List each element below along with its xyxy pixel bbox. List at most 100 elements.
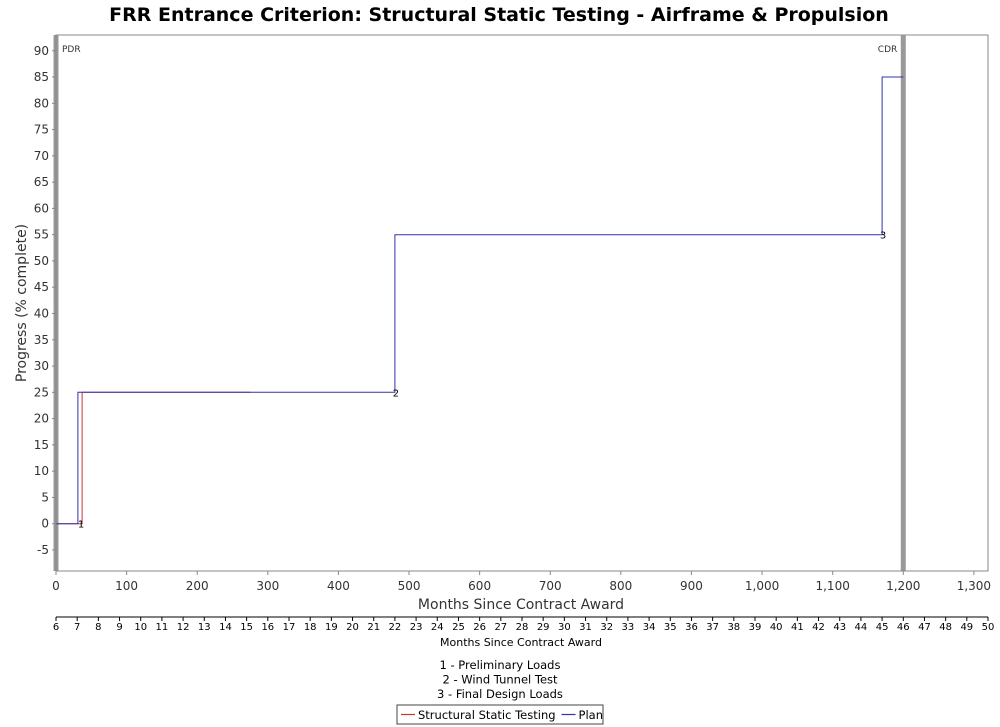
secondary-x-tick-label: 13	[198, 622, 211, 633]
secondary-x-tick-label: 26	[473, 622, 486, 633]
secondary-x-tick-label: 25	[452, 622, 465, 633]
milestone-marker-label: CDR	[878, 45, 897, 55]
secondary-x-tick-label: 23	[410, 622, 423, 633]
secondary-x-tick-label: 30	[558, 622, 571, 633]
secondary-x-tick-label: 10	[134, 622, 147, 633]
x-axis: 0 100 200 300 400 500 600 700 800 900 1,000 1,100 1,…	[52, 570, 991, 593]
secondary-x-tick-label: 27	[494, 622, 507, 633]
x-tick-label: 200	[186, 579, 209, 593]
y-tick-label: 50	[34, 254, 49, 268]
secondary-x-tick-label: 22	[389, 622, 402, 633]
x-tick-label: 500	[398, 579, 421, 593]
milestone-note: 1 - Preliminary Loads	[440, 658, 561, 672]
milestone-note: 3 - Final Design Loads	[437, 687, 563, 701]
y-tick-label: 60	[34, 201, 49, 215]
secondary-x-tick-label: 28	[516, 622, 529, 633]
data-annotation-label: 3	[880, 231, 886, 242]
secondary-x-tick-label: 49	[960, 622, 973, 633]
y-tick-label: 40	[34, 307, 49, 321]
secondary-x-tick-label: 47	[918, 622, 931, 633]
legend: Structural Static Testing Plan	[396, 704, 604, 725]
x-tick-label: 800	[609, 579, 632, 593]
x-tick-label: 900	[680, 579, 703, 593]
secondary-x-tick-label: 17	[283, 622, 296, 633]
secondary-x-axis-label: Months Since Contract Award	[440, 636, 602, 649]
x-tick-label: 400	[327, 579, 350, 593]
plot-area	[55, 34, 989, 572]
milestone-marker-band	[900, 35, 906, 571]
x-tick-label: 100	[115, 579, 138, 593]
y-tick-label: 80	[34, 96, 49, 110]
y-tick-label: 20	[34, 412, 49, 426]
secondary-x-tick-label: 15	[240, 622, 253, 633]
secondary-x-tick-label: 43	[833, 622, 846, 633]
secondary-x-tick-label: 7	[74, 622, 80, 633]
secondary-x-tick-label: 50	[982, 622, 995, 633]
chart-title: FRR Entrance Criterion: Structural Stati…	[109, 4, 889, 26]
y-tick-label: -5	[37, 543, 49, 557]
legend-box	[396, 704, 604, 725]
data-annotations: 1 2 3	[78, 231, 886, 531]
secondary-x-tick-label: 32	[600, 622, 613, 633]
secondary-x-tick-label: 45	[876, 622, 889, 633]
legend-entry: Plan	[579, 708, 603, 722]
secondary-x-tick-label: 11	[156, 622, 169, 633]
x-tick-label: 1,300	[957, 579, 991, 593]
x-tick-label: 300	[256, 579, 279, 593]
secondary-x-tick-label: 35	[664, 622, 677, 633]
milestone-marker-label: PDR	[62, 45, 81, 55]
secondary-x-tick-label: 31	[579, 622, 592, 633]
secondary-x-axis: 6 7 8 9 10 11 12 13 14 15 16 17 18 19 20 21 22 23 24 25 26 27…	[53, 616, 995, 633]
secondary-x-tick-label: 24	[431, 622, 444, 633]
series-lines	[56, 76, 904, 525]
data-annotation-label: 2	[393, 388, 399, 399]
y-tick-label: 10	[34, 464, 49, 478]
secondary-x-tick-label: 37	[706, 622, 719, 633]
y-tick-label: 30	[34, 359, 49, 373]
x-axis-label: Months Since Contract Award	[418, 597, 624, 613]
series-line	[56, 76, 904, 525]
y-tick-label: 45	[34, 280, 49, 294]
secondary-x-tick-label: 18	[304, 622, 317, 633]
y-tick-label: 65	[34, 175, 49, 189]
secondary-x-tick-label: 40	[770, 622, 783, 633]
secondary-x-tick-label: 19	[325, 622, 338, 633]
x-tick-label: 1,200	[886, 579, 920, 593]
secondary-x-tick-label: 46	[897, 622, 910, 633]
x-tick-label: 700	[539, 579, 562, 593]
y-tick-label: 5	[41, 490, 49, 504]
y-tick-label: 15	[34, 438, 49, 452]
secondary-x-tick-label: 8	[95, 622, 101, 633]
secondary-x-tick-label: 21	[367, 622, 380, 633]
x-tick-label: 0	[52, 579, 60, 593]
x-tick-label: 1,100	[815, 579, 849, 593]
secondary-x-tick-label: 44	[855, 622, 868, 633]
secondary-x-tick-label: 9	[116, 622, 122, 633]
y-tick-label: 35	[34, 333, 49, 347]
y-tick-label: 0	[41, 517, 49, 531]
secondary-x-tick-label: 42	[812, 622, 825, 633]
x-tick-label: 600	[468, 579, 491, 593]
secondary-x-tick-label: 39	[749, 622, 762, 633]
secondary-x-tick-label: 14	[219, 622, 232, 633]
secondary-x-tick-label: 33	[622, 622, 635, 633]
data-annotation-label: 1	[78, 520, 84, 531]
secondary-x-tick-label: 34	[643, 622, 656, 633]
secondary-x-tick-label: 20	[346, 622, 359, 633]
secondary-x-tick-label: 48	[939, 622, 952, 633]
y-tick-label: 55	[34, 228, 49, 242]
y-tick-label: 25	[34, 385, 49, 399]
secondary-x-tick-label: 16	[261, 622, 274, 633]
secondary-x-tick-label: 38	[727, 622, 740, 633]
y-tick-label: 75	[34, 123, 49, 137]
y-axis-label: Progress (% complete)	[14, 224, 30, 382]
secondary-x-tick-label: 41	[791, 622, 804, 633]
secondary-x-tick-label: 29	[537, 622, 550, 633]
secondary-x-tick-label: 36	[685, 622, 698, 633]
legend-entry: Structural Static Testing	[418, 708, 556, 722]
secondary-x-tick-label: 6	[53, 622, 59, 633]
y-tick-label: 90	[34, 44, 49, 58]
x-tick-label: 1,000	[745, 579, 779, 593]
